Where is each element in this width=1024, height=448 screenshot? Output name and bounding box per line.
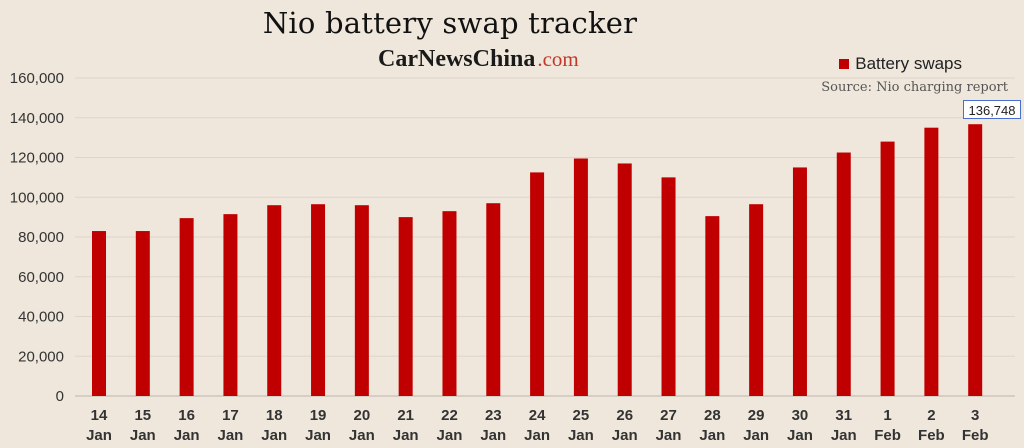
x-tick-label-month: Jan xyxy=(612,427,638,444)
x-tick-label-month: Jan xyxy=(393,427,419,444)
bar xyxy=(705,216,720,396)
x-tick-label-month: Feb xyxy=(918,427,945,444)
x-tick-label-month: Feb xyxy=(874,427,901,444)
bar xyxy=(924,127,939,396)
bar xyxy=(92,231,106,396)
x-tick-label-month: Jan xyxy=(524,427,550,444)
x-tick-label-month: Jan xyxy=(217,427,243,444)
bar xyxy=(135,231,150,396)
x-tick-label-month: Jan xyxy=(743,427,769,444)
x-tick-label-day: 23 xyxy=(485,407,502,424)
source-note: Source: Nio charging report xyxy=(821,80,1008,95)
bar xyxy=(267,205,282,396)
x-tick-label-day: 26 xyxy=(616,407,633,424)
x-tick-label-day: 20 xyxy=(354,407,371,424)
x-tick-label-day: 28 xyxy=(704,407,721,424)
x-tick-label-day: 14 xyxy=(91,407,108,424)
x-tick-label-month: Jan xyxy=(568,427,594,444)
y-tick-label: 80,000 xyxy=(18,229,64,246)
y-tick-label: 0 xyxy=(56,388,64,405)
brand-domain: .com xyxy=(537,47,579,71)
x-tick-label-month: Jan xyxy=(130,427,156,444)
x-tick-label-day: 24 xyxy=(529,407,546,424)
x-tick-label-day: 30 xyxy=(792,407,809,424)
x-tick-label-month: Jan xyxy=(305,427,331,444)
legend-label: Battery swaps xyxy=(855,54,962,73)
bar xyxy=(486,203,501,396)
x-tick-label-day: 16 xyxy=(178,407,195,424)
x-tick-label-month: Jan xyxy=(699,427,725,444)
x-tick-label-day: 31 xyxy=(835,407,852,424)
bar xyxy=(530,172,545,396)
bar xyxy=(880,141,895,396)
x-tick-label-day: 18 xyxy=(266,407,283,424)
x-tick-label-day: 19 xyxy=(310,407,327,424)
bar xyxy=(442,211,457,396)
y-tick-label: 60,000 xyxy=(18,269,64,286)
x-tick-label-day: 21 xyxy=(397,407,414,424)
bar xyxy=(354,205,369,396)
x-tick-label-month: Feb xyxy=(962,427,989,444)
bar xyxy=(792,167,807,396)
legend-swatch xyxy=(839,59,850,69)
bar xyxy=(749,204,764,396)
y-tick-label: 140,000 xyxy=(10,110,64,127)
x-tick-label-month: Jan xyxy=(437,427,463,444)
brand-logo: CarNewsChina.com xyxy=(378,46,579,73)
y-tick-label: 120,000 xyxy=(10,150,64,167)
x-axis-tick-labels: 14Jan15Jan16Jan17Jan18Jan19Jan20Jan21Jan… xyxy=(86,407,988,444)
chart-title: Nio battery swap tracker xyxy=(262,6,638,40)
bar xyxy=(311,204,326,396)
bar xyxy=(617,163,632,396)
bar xyxy=(573,158,588,396)
bar xyxy=(661,177,676,396)
bar xyxy=(836,152,851,396)
y-tick-label: 160,000 xyxy=(10,70,64,87)
x-tick-label-day: 15 xyxy=(134,407,151,424)
value-callout: 136,748 xyxy=(963,100,1021,119)
x-tick-label-day: 1 xyxy=(883,407,891,424)
bar xyxy=(398,217,413,396)
y-tick-label: 20,000 xyxy=(18,348,64,365)
y-tick-label: 40,000 xyxy=(18,309,64,326)
gridlines xyxy=(75,77,1015,397)
legend: Battery swaps xyxy=(839,54,962,74)
brand-name: CarNewsChina xyxy=(378,46,536,72)
y-tick-label: 100,000 xyxy=(10,189,64,206)
x-tick-label-day: 25 xyxy=(573,407,590,424)
x-tick-label-day: 3 xyxy=(971,407,979,424)
x-tick-label-month: Jan xyxy=(261,427,287,444)
x-tick-label-day: 22 xyxy=(441,407,458,424)
bar xyxy=(968,124,983,396)
x-tick-label-month: Jan xyxy=(656,427,682,444)
x-tick-label-month: Jan xyxy=(86,427,112,444)
bars xyxy=(92,124,983,396)
x-tick-label-day: 2 xyxy=(927,407,935,424)
x-tick-label-day: 17 xyxy=(222,407,239,424)
x-tick-label-month: Jan xyxy=(480,427,506,444)
bar xyxy=(223,214,238,396)
bar xyxy=(179,218,194,396)
x-tick-label-day: 29 xyxy=(748,407,765,424)
x-tick-label-month: Jan xyxy=(349,427,375,444)
x-tick-label-day: 27 xyxy=(660,407,677,424)
x-tick-label-month: Jan xyxy=(174,427,200,444)
x-tick-label-month: Jan xyxy=(831,427,857,444)
y-axis-tick-labels: 0 20,000 40,000 60,000 80,000 100,000 120,000 1… xyxy=(10,70,64,405)
x-tick-label-month: Jan xyxy=(787,427,813,444)
